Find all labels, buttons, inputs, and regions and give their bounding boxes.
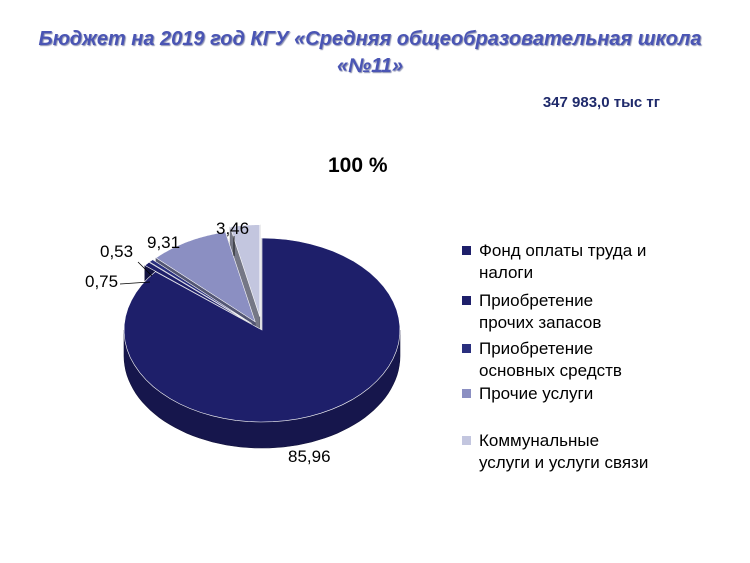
legend-swatch-utilities: [462, 436, 471, 445]
legend-item-utilities: Коммунальные услуги и услуги связи: [462, 430, 719, 474]
legend-label-fixed-assets-1: Приобретение: [479, 339, 594, 358]
budget-total: 347 983,0 тыс тг: [542, 94, 660, 111]
legend-item-salary: Фонд оплаты труда и налоги: [462, 240, 719, 284]
slice-top-fixed-assets: [148, 259, 252, 324]
legend-item-fixed-assets: Приобретение основных средств: [462, 338, 719, 382]
legend-swatch-other-services: [462, 389, 471, 398]
legend-label-salary-2: налоги: [479, 263, 534, 282]
data-label-salary: 85,96: [288, 447, 331, 466]
data-label-supplies: 0,75: [85, 272, 118, 291]
data-label-utilities: 3,46: [216, 219, 249, 238]
legend-label-supplies-1: Приобретение: [479, 291, 594, 310]
legend-label-utilities-2: услуги и услуги связи: [479, 453, 649, 472]
legend-label-other-services: Прочие услуги: [479, 384, 594, 403]
percent-label: 100 %: [328, 154, 388, 177]
slice-top-salary: [123, 237, 401, 423]
title-line-2: «№11»: [337, 55, 403, 77]
legend-swatch-salary: [462, 246, 471, 255]
pie-slices: [123, 224, 401, 449]
chart-title: Бюджет на 2019 год КГУ «Средняя общеобра…: [20, 26, 720, 80]
leader-line-supplies: [119, 281, 151, 285]
slice-top-other-services: [155, 231, 256, 323]
slice-top-utilities: [229, 224, 261, 317]
legend-swatch-supplies: [462, 296, 471, 305]
legend-item-other-services: Прочие услуги: [462, 383, 719, 405]
legend-swatch-fixed-assets: [462, 344, 471, 353]
slice-top-supplies: [144, 261, 252, 325]
legend-label-fixed-assets-2: основных средств: [479, 361, 622, 380]
legend-label-utilities-1: Коммунальные: [479, 431, 600, 450]
legend-item-supplies: Приобретение прочих запасов: [462, 290, 719, 334]
slice-salary: [123, 237, 401, 449]
data-label-fixed-assets: 0,53: [100, 242, 133, 261]
data-label-other-services: 9,31: [147, 233, 180, 252]
leader-line-fixed-assets: [137, 261, 153, 277]
title-line-1: Бюджет на 2019 год КГУ «Средняя общеобра…: [38, 28, 702, 50]
legend-label-salary-1: Фонд оплаты труда и: [479, 241, 647, 260]
legend-label-supplies-2: прочих запасов: [479, 313, 602, 332]
